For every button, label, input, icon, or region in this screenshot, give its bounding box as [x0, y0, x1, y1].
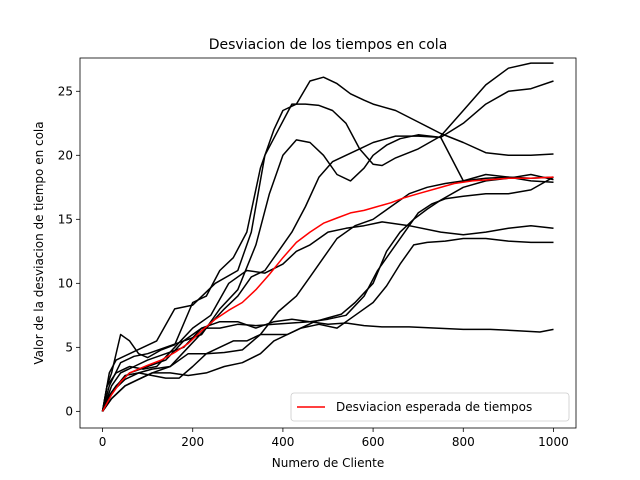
y-axis-label: Valor de la desviacion de tiempo en cola [32, 121, 46, 364]
legend-box [290, 392, 570, 422]
y-tick-label: 0 [65, 404, 73, 418]
legend-label: Desviacion esperada de tiempos [336, 400, 532, 414]
x-axis-label: Numero de Cliente [272, 456, 384, 470]
series-line-6 [101, 318, 554, 412]
series-line-2 [101, 62, 554, 412]
x-tick-label: 800 [452, 435, 475, 449]
y-tick-label: 25 [58, 84, 73, 98]
series-line-expected [101, 176, 554, 412]
y-tick-label: 5 [65, 340, 73, 354]
y-tick-label: 10 [58, 276, 73, 290]
series-line-5 [101, 221, 554, 412]
series-line-7 [101, 176, 554, 412]
x-tick-label: 200 [181, 435, 204, 449]
series-line-1 [101, 76, 554, 412]
x-tick-label: 600 [362, 435, 385, 449]
y-tick-label: 15 [58, 212, 73, 226]
series-line-10 [101, 176, 554, 412]
series-line-4 [101, 135, 554, 412]
series-line-8 [101, 173, 554, 412]
x-tick-label: 0 [99, 435, 107, 449]
plot-frame [79, 57, 577, 429]
series-line-9 [101, 237, 554, 412]
series-line-3 [101, 80, 554, 412]
y-tick-label: 20 [58, 148, 73, 162]
y-axis: 0 5 10 15 20 25 [58, 84, 80, 418]
chart-title: Desviacion de los tiempos en cola [209, 37, 448, 53]
x-tick-label: 1000 [538, 435, 569, 449]
legend: Desviacion esperada de tiempos [290, 392, 570, 422]
x-tick-label: 400 [271, 435, 294, 449]
x-axis: 0 200 400 600 800 1000 [99, 428, 569, 449]
series-layer [101, 62, 554, 412]
